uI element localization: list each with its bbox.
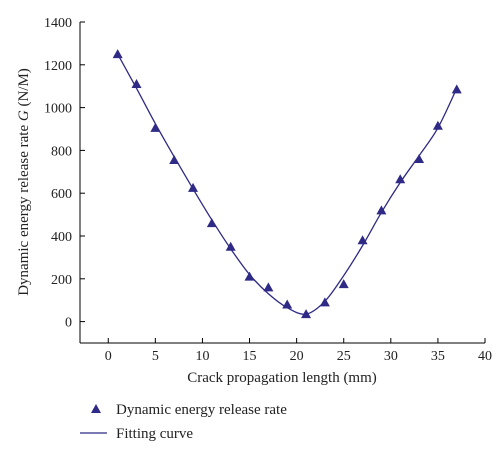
y-tick-label: 0 (65, 316, 72, 331)
y-tick-label: 1200 (44, 59, 72, 74)
legend-item-line: Fitting curve (80, 426, 193, 442)
data-point-triangle (150, 122, 161, 132)
y-axis-title: Dynamic energy release rate G (N/M) (16, 68, 32, 296)
data-point-triangle (206, 218, 217, 228)
y-axis-title-prefix: Dynamic energy release rate (16, 121, 32, 296)
data-point-triangle (169, 155, 180, 165)
data-point-triangle (395, 174, 406, 184)
y-tick-label: 600 (51, 187, 72, 202)
data-point-triangle (263, 282, 274, 292)
series-layer (112, 49, 462, 319)
data-point-triangle (432, 120, 443, 130)
data-point-triangle (319, 297, 330, 307)
y-tick-label: 1000 (44, 102, 72, 117)
x-axis-title: Crack propagation length (mm) (187, 370, 377, 386)
y-tick-label: 200 (51, 273, 72, 288)
data-point-triangle (112, 49, 123, 59)
x-tick-label: 10 (195, 349, 209, 364)
fitting-curve-line (117, 53, 458, 315)
x-tick-label: 15 (243, 349, 257, 364)
data-point-triangle (131, 79, 142, 89)
legend: Dynamic energy release rate Fitting curv… (80, 402, 287, 442)
data-point-triangle (225, 241, 236, 251)
x-tick-label: 0 (105, 349, 112, 364)
x-ticks: 0 5 10 15 20 25 30 35 40 (105, 338, 492, 364)
data-point-triangle (301, 309, 312, 319)
data-point-triangle (282, 299, 293, 309)
legend-label-line: Fitting curve (116, 426, 193, 442)
legend-label-markers: Dynamic energy release rate (116, 402, 287, 418)
x-tick-label: 40 (478, 349, 492, 364)
y-tick-label: 800 (51, 144, 72, 159)
data-point-triangle (451, 84, 462, 94)
data-point-triangle (414, 153, 425, 163)
legend-triangle-marker-icon (91, 404, 101, 413)
plot-frame-group (79, 22, 485, 344)
data-point-triangle (357, 235, 368, 245)
y-tick-label: 400 (51, 230, 72, 245)
x-tick-label: 20 (290, 349, 304, 364)
data-point-triangle (244, 271, 255, 281)
y-ticks: 0 200 400 600 800 1000 1200 1400 (44, 16, 85, 331)
y-axis-title-suffix: (N/M) (16, 68, 32, 110)
legend-item-markers: Dynamic energy release rate (91, 402, 287, 418)
x-tick-label: 35 (431, 349, 445, 364)
data-point-triangle (338, 279, 349, 289)
x-tick-label: 25 (337, 349, 351, 364)
x-tick-label: 5 (152, 349, 159, 364)
data-point-triangle (188, 182, 199, 192)
x-tick-label: 30 (384, 349, 398, 364)
y-axis-title-symbol: G (16, 110, 32, 121)
data-point-triangle (376, 205, 387, 215)
y-tick-label: 1400 (44, 16, 72, 31)
